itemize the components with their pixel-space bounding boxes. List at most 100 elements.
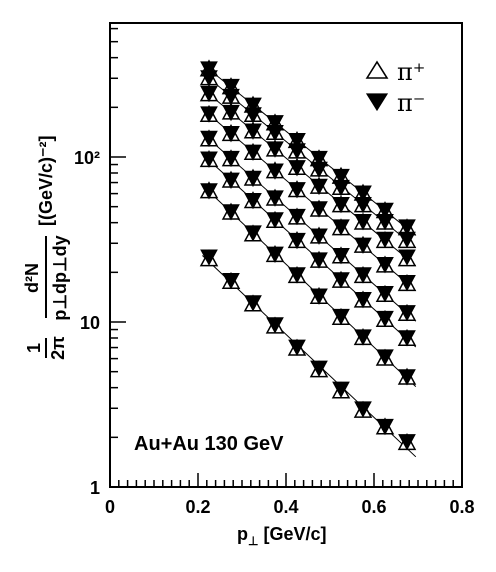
- axis-ticks: [109, 27, 463, 488]
- y-axis-title-prefix-den: 2π: [48, 336, 68, 360]
- data-point-pi-minus: [200, 249, 218, 266]
- data-point-pi-minus: [376, 286, 394, 303]
- x-axis-title-sub: ⊥: [248, 534, 258, 548]
- legend: π⁺ π⁻: [365, 58, 425, 117]
- data-point-pi-minus: [288, 143, 306, 160]
- data-point-pi-minus: [354, 237, 372, 254]
- y-axis-title-unit: [(GeV/c)⁻²]: [36, 135, 56, 226]
- data-point-pi-minus: [376, 231, 394, 249]
- data-point-pi-minus: [310, 201, 328, 218]
- x-tick-label: 0.2: [185, 497, 210, 517]
- y-axis-title: 1 2π d²N p⊥dp⊥dy [(GeV/c)⁻²]: [22, 135, 70, 359]
- data-point-pi-minus: [266, 124, 284, 142]
- data-point-pi-minus: [398, 249, 416, 266]
- data-point-pi-minus: [310, 252, 328, 269]
- data-markers: [199, 59, 417, 451]
- data-point-pi-minus: [244, 170, 262, 188]
- legend-label-pi-plus: π⁺: [397, 58, 425, 86]
- data-point-pi-minus: [332, 179, 350, 197]
- x-axis-title: p⊥ [GeV/c]: [237, 524, 326, 548]
- data-point-pi-minus: [332, 168, 350, 186]
- data-point-pi-minus: [244, 295, 262, 312]
- data-point-pi-minus: [222, 104, 240, 122]
- data-point-pi-minus: [354, 401, 372, 418]
- data-point-pi-minus: [266, 317, 284, 334]
- data-point-pi-minus: [222, 150, 240, 168]
- data-point-pi-minus: [288, 267, 306, 284]
- data-point-pi-minus: [288, 182, 306, 199]
- data-point-pi-minus: [310, 150, 328, 168]
- data-point-pi-minus: [398, 231, 416, 249]
- x-tick-label: 0: [105, 497, 115, 517]
- data-point-pi-minus: [288, 232, 306, 250]
- data-point-pi-minus: [266, 246, 284, 263]
- data-point-pi-minus: [200, 183, 218, 200]
- data-point-pi-minus: [266, 141, 284, 158]
- data-point-pi-minus: [288, 208, 306, 226]
- annotation-collision-system: Au+Au 130 GeV: [134, 433, 284, 455]
- data-point-pi-minus: [310, 228, 328, 245]
- x-tick-label: 0.8: [449, 497, 474, 517]
- y-tick-label: 10²: [74, 148, 100, 168]
- data-point-pi-minus: [376, 213, 394, 231]
- data-point-pi-minus: [376, 202, 394, 220]
- x-tick-label: 0.6: [361, 497, 386, 517]
- data-point-pi-minus: [354, 213, 372, 231]
- data-point-pi-minus: [288, 339, 306, 356]
- data-point-pi-minus: [354, 292, 372, 309]
- data-point-pi-minus: [332, 196, 350, 214]
- data-point-pi-minus: [200, 85, 218, 103]
- y-axis-title-numerator: d²N: [22, 263, 42, 293]
- data-point-pi-minus: [200, 70, 218, 87]
- data-point-pi-minus: [200, 151, 218, 168]
- y-axis-title-denominator: p⊥dp⊥dy: [50, 235, 70, 320]
- data-point-pi-minus: [332, 272, 350, 289]
- data-point-pi-minus: [266, 212, 284, 229]
- data-point-pi-minus: [354, 267, 372, 284]
- data-point-pi-minus: [222, 125, 240, 143]
- data-point-pi-minus: [244, 192, 262, 210]
- data-point-pi-minus: [266, 163, 284, 180]
- data-point-pi-minus: [244, 107, 262, 124]
- data-point-pi-minus: [200, 61, 218, 78]
- data-point-pi-minus: [376, 256, 394, 274]
- data-point-pi-minus: [266, 190, 284, 207]
- data-point-pi-minus: [200, 106, 218, 123]
- data-point-pi-minus: [266, 115, 284, 132]
- data-point-pi-minus: [332, 248, 350, 265]
- data-point-pi-minus: [310, 360, 328, 377]
- data-point-pi-minus: [354, 185, 372, 202]
- data-point-pi-minus: [398, 274, 416, 292]
- x-axis-title-unit: [GeV/c]: [258, 524, 326, 544]
- data-point-pi-minus: [398, 219, 416, 236]
- y-tick-label: 10: [80, 313, 100, 333]
- legend-label-pi-minus: π⁻: [397, 89, 425, 117]
- data-point-pi-minus: [244, 144, 262, 161]
- data-point-pi-minus: [244, 97, 262, 114]
- data-point-pi-minus: [398, 369, 416, 386]
- data-point-pi-minus: [354, 196, 372, 214]
- data-point-pi-minus: [244, 225, 262, 242]
- data-point-pi-minus: [310, 161, 328, 179]
- data-point-pi-minus: [332, 219, 350, 236]
- data-point-pi-minus: [354, 329, 372, 346]
- data-point-pi-minus: [332, 381, 350, 399]
- data-point-pi-minus: [200, 130, 218, 148]
- y-tick-label: 1: [90, 478, 100, 498]
- data-point-pi-minus: [376, 349, 394, 366]
- data-point-pi-minus: [398, 305, 416, 322]
- legend-marker-pi-minus: [365, 93, 389, 112]
- data-point-pi-minus: [222, 172, 240, 190]
- data-point-pi-minus: [398, 434, 416, 451]
- data-point-pi-minus: [376, 310, 394, 328]
- data-point-pi-minus: [376, 418, 394, 436]
- tick-labels: 0 0.2 0.4 0.6 0.8 1 10 10²: [74, 148, 475, 517]
- data-point-pi-minus: [222, 204, 240, 221]
- data-point-pi-minus: [398, 330, 416, 347]
- x-tick-label: 0.4: [273, 497, 298, 517]
- data-point-pi-minus: [288, 132, 306, 150]
- legend-marker-pi-plus: [365, 60, 389, 79]
- data-point-pi-minus: [288, 160, 306, 177]
- data-point-pi-minus: [310, 178, 328, 196]
